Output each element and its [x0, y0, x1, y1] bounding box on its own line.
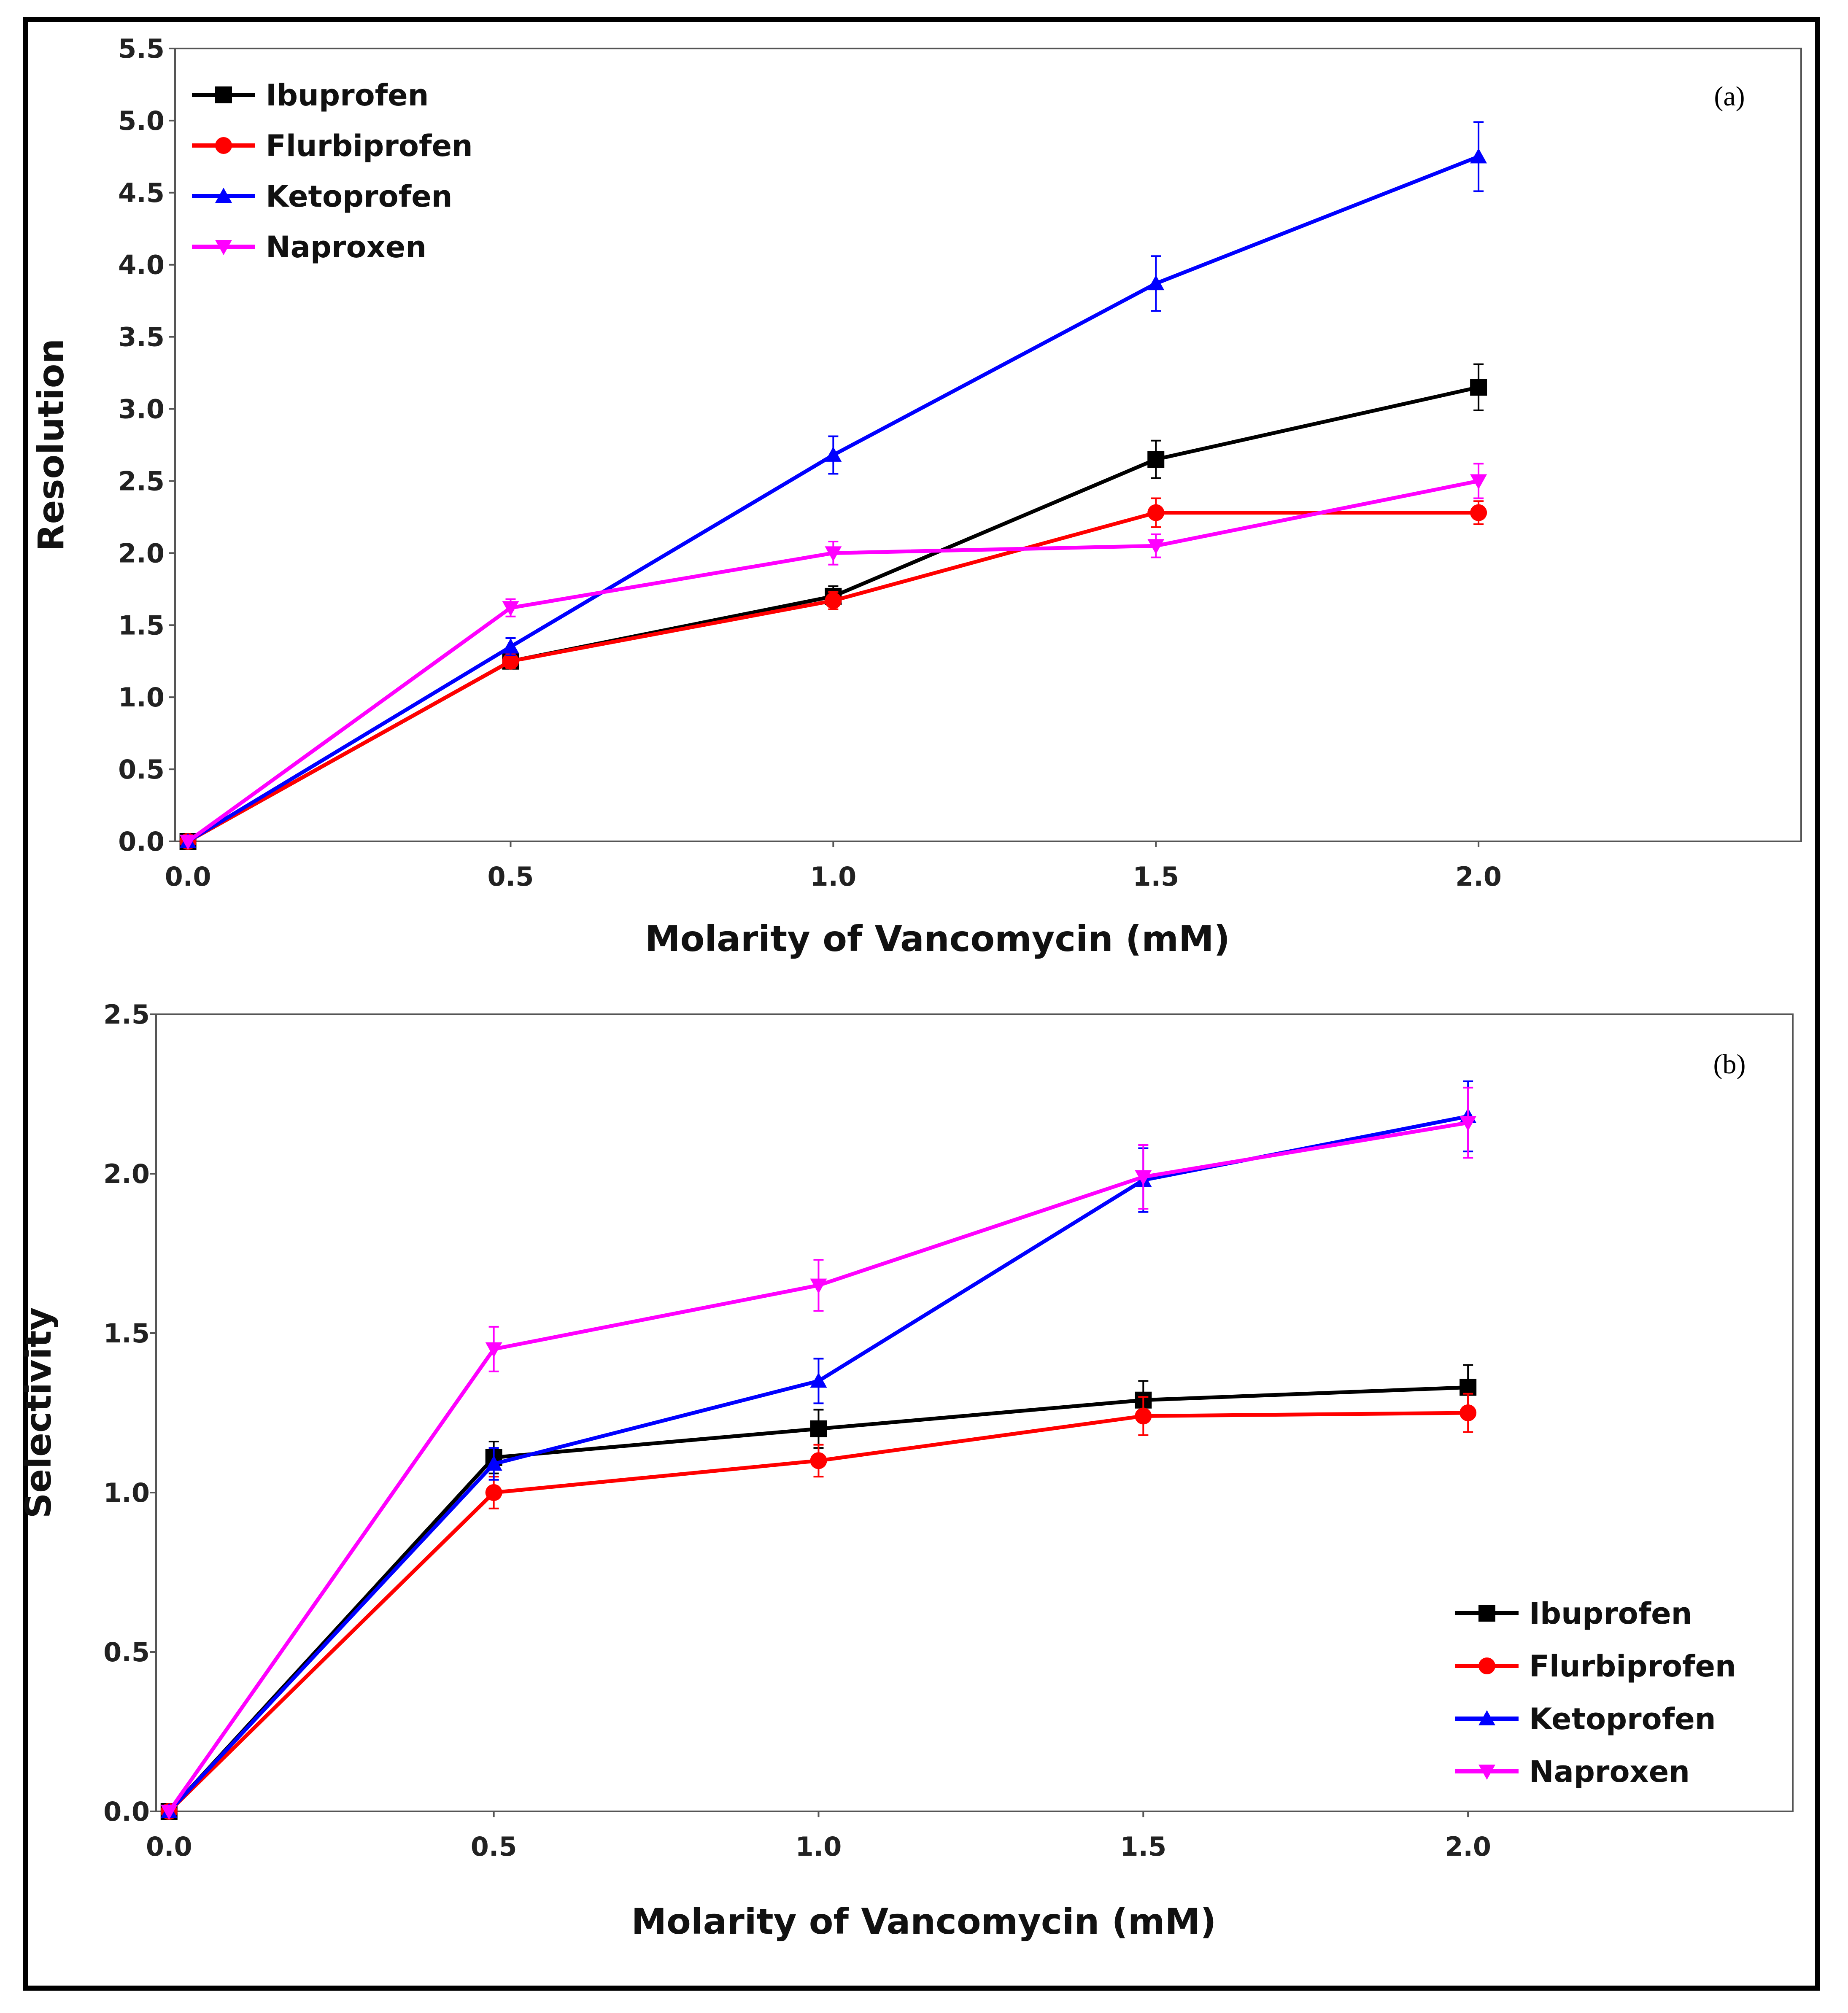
data-point [160, 1805, 178, 1820]
y-tick-label: 2.5 [103, 999, 150, 1030]
y-tick-label: 1.5 [103, 1318, 150, 1349]
x-tick-label: 1.0 [810, 861, 856, 892]
data-point [810, 1420, 827, 1437]
y-tick-label: 1.5 [118, 610, 165, 641]
data-point [502, 652, 519, 670]
y-tick-label: 3.5 [118, 322, 165, 353]
x-tick-label: 2.0 [1445, 1831, 1491, 1862]
data-point [1470, 148, 1487, 164]
data-point [485, 1484, 502, 1501]
data-point [810, 1278, 827, 1294]
legend-marker [215, 240, 232, 255]
y-tick-label: 0.5 [118, 754, 165, 785]
panel-label: (b) [1713, 1049, 1746, 1080]
data-point [810, 1372, 827, 1388]
x-axis-label: Molarity of Vancomycin (mM) [631, 1901, 1217, 1942]
x-axis-label: Molarity of Vancomycin (mM) [645, 918, 1230, 959]
x-tick-label: 2.0 [1455, 861, 1502, 892]
data-point [179, 835, 197, 850]
legend-label: Naproxen [1529, 1754, 1690, 1789]
panel-label: (a) [1714, 81, 1745, 112]
chart-panel-a: 0.0 0.5 1.0 1.5 2.0 2.5 3.0 3.5 4.0 4.5 5.0 5.5 0.0 0… [30, 33, 1802, 959]
legend-marker [215, 137, 232, 154]
plot-area [174, 48, 1802, 842]
data-point [1135, 1407, 1152, 1425]
data-point [485, 1455, 502, 1471]
y-tick-label: 5.0 [118, 105, 165, 136]
data-point [1470, 504, 1487, 521]
y-tick-label: 1.0 [118, 682, 165, 713]
y-tick-label: 3.0 [118, 394, 165, 425]
series-ibuprofen [160, 1364, 1477, 1820]
x-tick-label: 1.5 [1120, 1831, 1166, 1862]
legend-marker [215, 188, 232, 203]
x-tick-label: 0.0 [165, 861, 211, 892]
data-point [1460, 1404, 1477, 1421]
data-point [825, 592, 842, 609]
data-point [1135, 1170, 1152, 1186]
y-axis-label: Selectivity [18, 1307, 59, 1518]
x-tick-label: 1.5 [1133, 861, 1179, 892]
legend-label: Flurbiprofen [266, 129, 473, 163]
series-naproxen [179, 463, 1487, 850]
plot-area [155, 1013, 1794, 1812]
data-point [1460, 1116, 1477, 1132]
y-tick-label: 2.5 [118, 466, 165, 496]
y-tick-label: 0.0 [103, 1796, 150, 1827]
x-tick-label: 0.5 [471, 1831, 517, 1862]
chart-panel-b: 0.0 0.5 1.0 1.5 2.0 2.5 0.0 0.5 1.0 1.5 2.0 Molarit… [18, 999, 1794, 1942]
series-line [186, 479, 1479, 843]
y-tick-label: 5.5 [118, 33, 165, 64]
y-tick-label: 2.0 [118, 538, 165, 569]
legend: Ibuprofen Flurbiprofen Ketoprofen Naproxen [192, 78, 473, 264]
legend-marker [1478, 1765, 1495, 1780]
series-naproxen [160, 1086, 1477, 1820]
legend-marker [1478, 1710, 1495, 1725]
data-point [1470, 474, 1487, 490]
legend-label: Ketoprofen [266, 179, 453, 214]
y-tick-label: 0.0 [118, 826, 165, 857]
legend-marker [215, 86, 232, 103]
data-point [810, 1452, 827, 1469]
y-tick-label: 4.5 [118, 178, 165, 208]
x-tick-label: 0.0 [146, 1831, 192, 1862]
legend-label: Naproxen [266, 230, 426, 264]
data-point [502, 638, 519, 654]
data-point [502, 601, 519, 617]
legend-label: Ibuprofen [1529, 1596, 1692, 1631]
data-point [1147, 451, 1165, 468]
y-tick-label: 0.5 [103, 1637, 150, 1668]
y-tick-label: 4.0 [118, 250, 165, 280]
legend-label: Ibuprofen [266, 78, 429, 113]
data-point [485, 1342, 502, 1358]
data-point [1147, 539, 1165, 555]
data-point [1470, 379, 1487, 396]
data-point [1147, 275, 1165, 291]
x-tick-label: 0.5 [488, 861, 534, 892]
y-tick-label: 2.0 [103, 1159, 150, 1189]
legend-marker [1478, 1605, 1495, 1622]
x-tick-label: 1.0 [796, 1831, 842, 1862]
data-point [825, 446, 842, 462]
y-axis-label: Resolution [30, 339, 72, 551]
legend-label: Ketoprofen [1529, 1702, 1716, 1736]
legend: Ibuprofen Flurbiprofen Ketoprofen Naproxen [1455, 1596, 1736, 1789]
data-point [1147, 504, 1165, 521]
legend-marker [1478, 1657, 1495, 1674]
data-point [825, 546, 842, 562]
y-tick-label: 1.0 [103, 1477, 150, 1508]
legend-label: Flurbiprofen [1529, 1649, 1736, 1684]
